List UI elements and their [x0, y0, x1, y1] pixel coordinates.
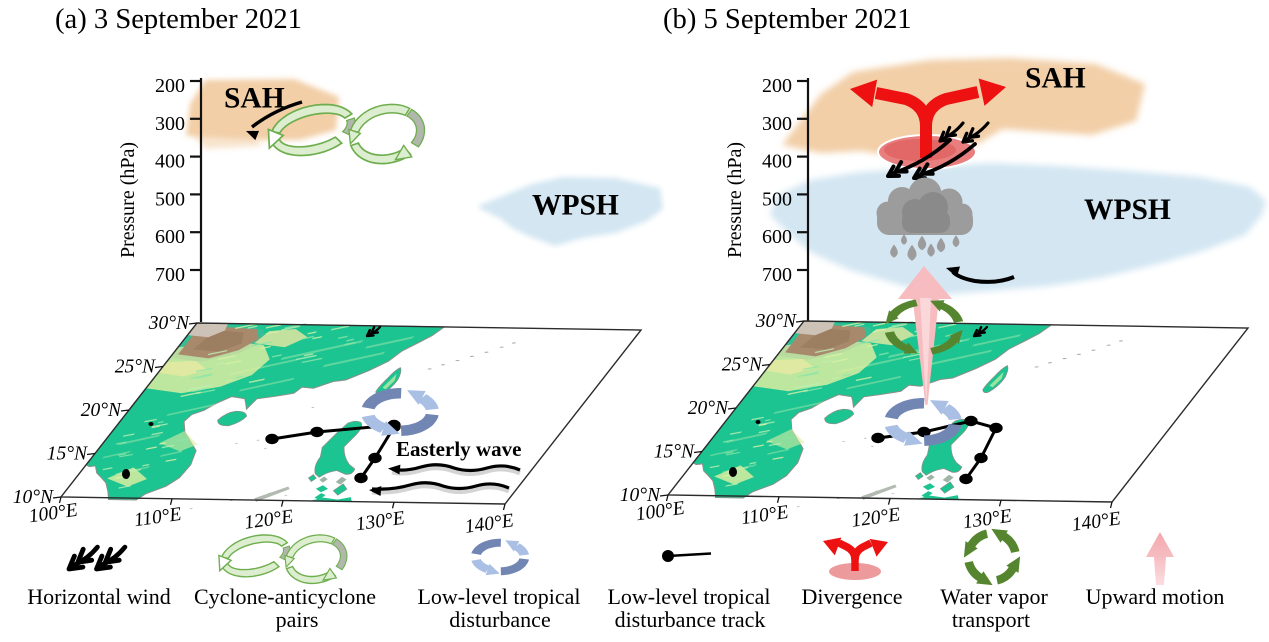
svg-text:(b) 5 September 2021: (b) 5 September 2021: [663, 4, 912, 35]
svg-text:300: 300: [155, 113, 185, 135]
svg-text:disturbance: disturbance: [449, 607, 550, 632]
svg-text:15°N: 15°N: [47, 444, 88, 465]
svg-text:500: 500: [155, 188, 185, 210]
svg-text:SAH: SAH: [224, 83, 285, 115]
svg-text:Easterly wave: Easterly wave: [396, 437, 521, 461]
svg-text:400: 400: [762, 151, 792, 173]
svg-text:700: 700: [762, 264, 792, 286]
svg-text:30°N: 30°N: [755, 311, 797, 332]
svg-text:Divergence: Divergence: [802, 584, 903, 609]
svg-text:WPSH: WPSH: [1084, 194, 1171, 226]
svg-text:Water vapor: Water vapor: [940, 584, 1048, 609]
svg-text:20°N: 20°N: [81, 400, 122, 421]
svg-text:transport: transport: [952, 607, 1030, 632]
svg-text:Low-level tropical: Low-level tropical: [607, 584, 770, 609]
svg-text:700: 700: [155, 264, 185, 286]
svg-text:WPSH: WPSH: [532, 190, 619, 222]
svg-text:30°N: 30°N: [148, 313, 190, 334]
svg-text:25°N: 25°N: [115, 357, 156, 378]
svg-text:15°N: 15°N: [654, 442, 695, 463]
svg-text:600: 600: [155, 226, 185, 248]
svg-text:Cyclone-anticyclone: Cyclone-anticyclone: [194, 584, 376, 609]
svg-text:300: 300: [762, 113, 792, 135]
svg-text:25°N: 25°N: [722, 355, 763, 376]
svg-text:200: 200: [762, 75, 792, 97]
svg-text:10°N: 10°N: [620, 485, 661, 506]
svg-text:400: 400: [155, 151, 185, 173]
svg-text:disturbance track: disturbance track: [615, 607, 766, 632]
svg-text:Pressure (hPa): Pressure (hPa): [117, 142, 139, 258]
svg-text:SAH: SAH: [1025, 63, 1086, 95]
svg-text:600: 600: [762, 226, 792, 248]
svg-text:(a) 3 September 2021: (a) 3 September 2021: [55, 4, 302, 35]
svg-text:Upward motion: Upward motion: [1086, 584, 1225, 609]
svg-text:200: 200: [155, 75, 185, 97]
svg-text:500: 500: [762, 188, 792, 210]
svg-text:Pressure (hPa): Pressure (hPa): [724, 142, 746, 258]
svg-text:20°N: 20°N: [688, 398, 729, 419]
svg-text:pairs: pairs: [276, 607, 319, 632]
svg-text:Low-level tropical: Low-level tropical: [417, 584, 580, 609]
svg-text:Horizontal wind: Horizontal wind: [27, 584, 171, 609]
svg-text:10°N: 10°N: [13, 487, 54, 508]
